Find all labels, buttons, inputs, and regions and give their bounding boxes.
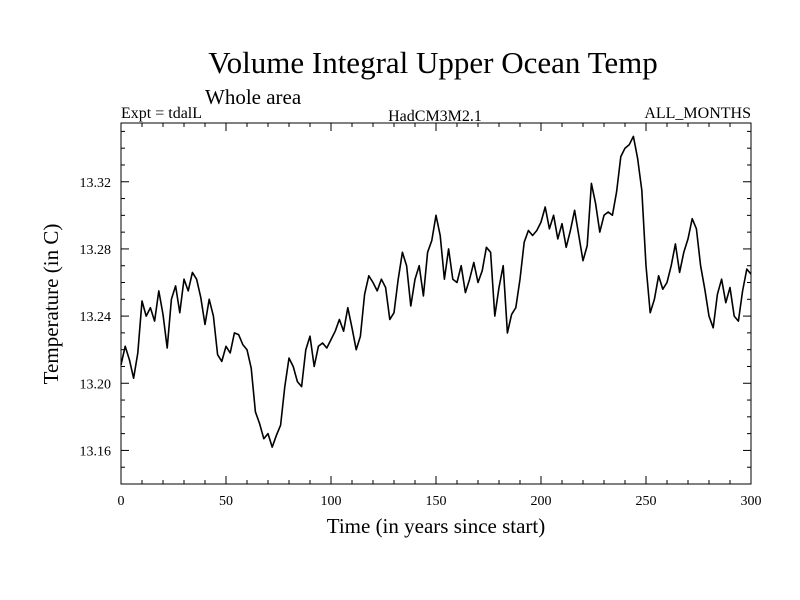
chart-title: Volume Integral Upper Ocean Temp: [208, 45, 658, 80]
series-line: [120, 135, 752, 448]
annotation-expt: Expt = tdalL: [121, 105, 202, 122]
y-tick-label: 13.28: [80, 243, 112, 258]
x-tick-label: 0: [118, 494, 125, 509]
x-tick-label: 200: [531, 494, 552, 509]
annotation-months: ALL_MONTHS: [644, 105, 751, 122]
x-tick-label: 50: [219, 494, 233, 509]
x-tick-label: 250: [636, 494, 657, 509]
annotation-model: HadCM3M2.1: [388, 108, 482, 125]
x-tick-label: 300: [741, 494, 762, 509]
y-axis: 13.16 13.20 13.24 13.28 13.32: [80, 130, 751, 485]
chart-subtitle: Whole area: [205, 85, 302, 109]
x-tick-label: 100: [321, 494, 342, 509]
plot-frame: [120, 122, 752, 485]
y-tick-label: 13.32: [80, 176, 112, 191]
y-axis-label: Temperature (in C): [39, 224, 63, 385]
x-tick-label: 150: [426, 494, 447, 509]
x-axis-label: Time (in years since start): [327, 514, 546, 538]
x-axis: 0 50 100 150 200 250 300: [118, 123, 762, 509]
y-tick-label: 13.24: [80, 310, 112, 325]
y-tick-label: 13.16: [80, 444, 112, 459]
y-tick-label: 13.20: [80, 377, 112, 392]
